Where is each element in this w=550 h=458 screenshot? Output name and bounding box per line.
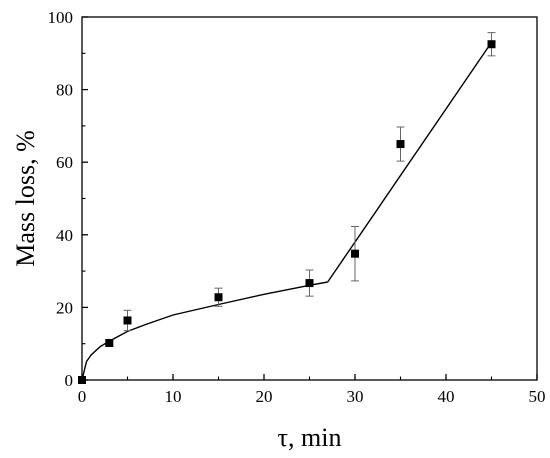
y-tick-label: 20 bbox=[56, 298, 73, 317]
data-point bbox=[123, 316, 132, 325]
x-tick-label: 30 bbox=[347, 387, 364, 406]
data-point bbox=[78, 376, 86, 384]
data-point bbox=[487, 40, 496, 49]
x-tick-label: 0 bbox=[78, 387, 87, 406]
x-axis-ticks: 0 10 20 30 40 50 bbox=[78, 374, 546, 406]
x-tick-label: 20 bbox=[256, 387, 273, 406]
fit-line-linear bbox=[327, 42, 493, 283]
data-markers bbox=[78, 40, 496, 384]
y-tick-label: 0 bbox=[65, 371, 74, 390]
plot-frame bbox=[81, 16, 538, 381]
y-axis-title: Mass loss, % bbox=[11, 130, 40, 267]
x-tick-label: 50 bbox=[529, 387, 546, 406]
data-point bbox=[351, 249, 359, 258]
fit-line-power-law bbox=[81, 281, 328, 381]
y-tick-label: 40 bbox=[56, 226, 73, 245]
error-bars bbox=[105, 32, 496, 347]
data-point bbox=[105, 338, 114, 347]
x-axis-title: τ, min bbox=[278, 423, 342, 452]
plot-border bbox=[81, 16, 538, 381]
y-tick-label: 80 bbox=[56, 81, 73, 100]
x-tick-label: 40 bbox=[438, 387, 455, 406]
y-tick-label: 60 bbox=[56, 153, 73, 172]
data-point bbox=[305, 279, 314, 288]
data-point bbox=[396, 140, 405, 149]
y-tick-label: 100 bbox=[48, 8, 74, 27]
y-axis-ticks: 0 20 40 60 80 100 bbox=[48, 8, 88, 390]
x-tick-label: 10 bbox=[165, 387, 182, 406]
data-point bbox=[214, 293, 223, 302]
fit-lines bbox=[81, 42, 493, 381]
